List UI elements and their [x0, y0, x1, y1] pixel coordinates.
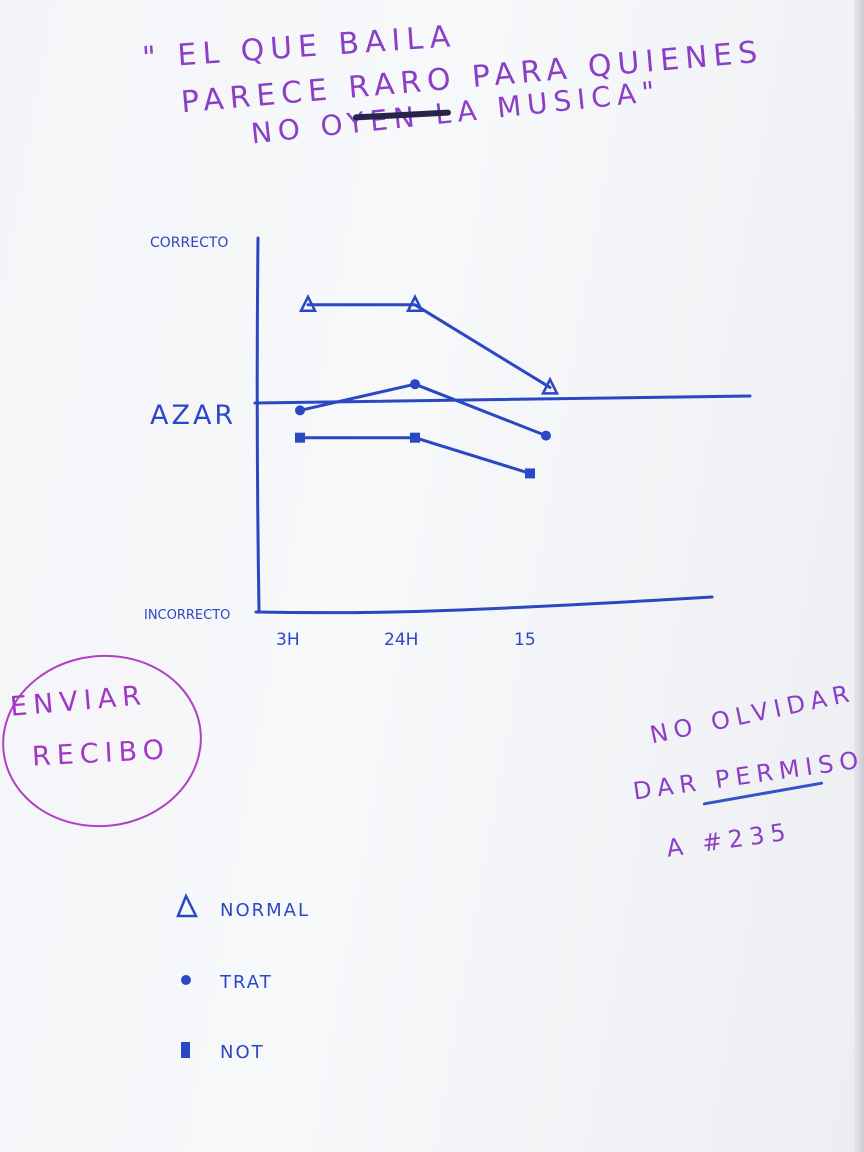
data-point-trat-3h: [295, 405, 305, 416]
x-tick-label-3h: 3H: [276, 630, 300, 650]
y-level-label-incorrecto: INCORRECTO: [144, 608, 230, 623]
data-point-not-3h: [295, 432, 305, 443]
x-tick-label-15: 15: [514, 630, 536, 650]
legend-marker-not: [181, 1042, 190, 1058]
series-layer: [295, 294, 560, 479]
y-level-label-azar: AZAR: [150, 400, 236, 431]
legend-marker-trat: [181, 975, 191, 985]
x-tick-labels: 3H 24H 15: [276, 630, 536, 650]
legend-label-not: NOT: [220, 1042, 265, 1063]
x-tick-label-24h: 24H: [384, 630, 418, 650]
legend-label-normal: NORMAL: [220, 900, 310, 921]
data-point-not-24h: [410, 432, 420, 443]
y-level-label-correcto: CORRECTO: [150, 235, 228, 251]
paper-edge-shadow: [854, 0, 864, 1152]
series-line-not: [298, 436, 532, 475]
data-point-trat-15: [541, 430, 551, 441]
legend: NORMAL TRAT NOT: [176, 892, 310, 1063]
series-line-normal: [306, 303, 552, 389]
data-point-normal-24h: [405, 294, 425, 313]
data-point-trat-24h: [410, 379, 420, 390]
legend-label-trat: TRAT: [219, 972, 273, 993]
y-level-labels: INCORRECTO AZAR CORRECTO: [144, 235, 236, 623]
legend-marker-normal: [176, 892, 199, 918]
azar-reference-line: [253, 394, 752, 405]
x-axis-line: [254, 595, 714, 615]
data-point-not-15: [525, 468, 535, 479]
y-axis-line: [255, 236, 261, 614]
chart-axes: [254, 236, 714, 615]
data-point-normal-3h: [298, 294, 318, 313]
data-point-normal-15: [540, 376, 560, 395]
series-line-trat: [298, 382, 548, 438]
